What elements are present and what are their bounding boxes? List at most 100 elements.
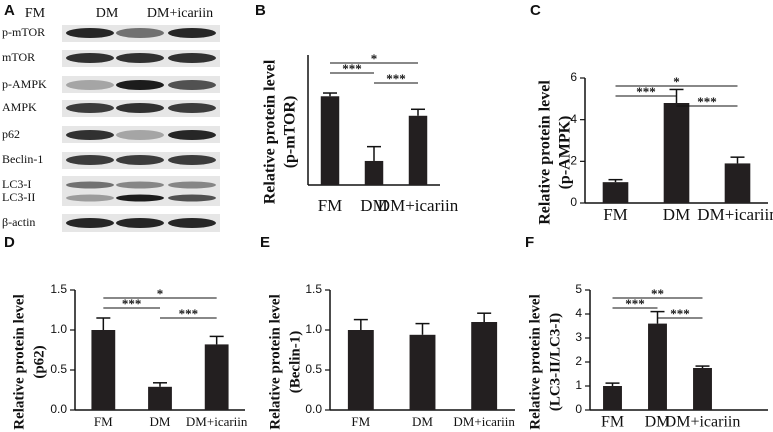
y-tick-label: 6 [570, 70, 577, 84]
row-label: p62 [2, 127, 20, 141]
band [168, 181, 216, 189]
row-label: mTOR [2, 50, 35, 64]
band [66, 155, 114, 165]
y-axis-label: Relative protein level [537, 80, 554, 225]
band [116, 155, 164, 165]
x-tick-label: DM+icariin [453, 414, 515, 429]
row-label: β-actin [2, 215, 35, 229]
band [116, 181, 164, 189]
y-tick-label: 1.0 [305, 322, 322, 336]
significance-label: * [371, 51, 378, 66]
bar [409, 334, 436, 410]
y-axis-label: (Beclin-1) [287, 331, 303, 393]
panel-letter: F [525, 234, 534, 251]
row-label: p-AMPK [2, 77, 47, 91]
band [66, 80, 114, 90]
x-tick-label: FM [318, 196, 343, 215]
row-label: AMPK [2, 100, 37, 114]
significance-label: *** [179, 306, 199, 321]
bar [408, 115, 428, 185]
lane-label: DM [96, 6, 119, 21]
y-axis-label: Relative protein level [267, 294, 283, 430]
band [168, 28, 216, 38]
significance-label: *** [670, 306, 690, 321]
x-tick-label: FM [601, 414, 624, 431]
x-tick-label: DM+icariin [697, 205, 773, 224]
y-axis-label: Relative protein level [11, 294, 27, 430]
bar [724, 163, 751, 203]
y-tick-label: 5 [575, 282, 582, 296]
band [168, 80, 216, 90]
panel-letter: B [255, 2, 266, 19]
bar [204, 344, 229, 410]
bar [364, 160, 384, 185]
band [66, 28, 114, 38]
bar [648, 323, 667, 410]
band [116, 218, 164, 228]
panel-letter: C [530, 2, 541, 19]
y-axis-label: (LC3-II/LC3-I) [547, 313, 563, 411]
bar [663, 103, 690, 203]
bar [471, 322, 498, 410]
band [116, 28, 164, 38]
y-axis-label: (p62) [31, 345, 47, 378]
bar [347, 330, 374, 410]
x-tick-label: FM [351, 414, 370, 429]
band [66, 103, 114, 113]
significance-label: *** [697, 94, 717, 109]
bar [602, 182, 629, 203]
band [116, 80, 164, 90]
y-tick-label: 1.5 [305, 282, 322, 296]
significance-label: *** [625, 296, 645, 311]
y-tick-label: 1.0 [50, 322, 67, 336]
y-tick-label: 2 [575, 354, 582, 368]
band [116, 194, 164, 202]
x-tick-label: DM+icariin [186, 414, 248, 429]
row-label: Beclin-1 [2, 152, 43, 166]
row-label: LC3-I [2, 177, 31, 191]
lane-label: FM [25, 6, 46, 21]
x-tick-label: FM [94, 414, 113, 429]
band [116, 53, 164, 63]
band [168, 103, 216, 113]
row-label: LC3-II [2, 190, 35, 204]
bar [693, 368, 712, 410]
y-tick-label: 4 [570, 112, 577, 126]
band [116, 130, 164, 140]
y-tick-label: 0.5 [50, 362, 67, 376]
band [116, 103, 164, 113]
band [168, 194, 216, 202]
y-axis-label: (p-AMPK) [557, 116, 574, 190]
y-axis-label: Relative protein level [262, 59, 279, 204]
y-tick-label: 3 [575, 330, 582, 344]
x-tick-label: DM [412, 414, 433, 429]
bar [603, 386, 622, 410]
significance-label: *** [636, 84, 656, 99]
y-tick-label: 1.5 [50, 282, 67, 296]
row-label: p-mTOR [2, 25, 45, 39]
x-tick-label: DM [645, 414, 671, 431]
x-tick-label: DM [150, 414, 171, 429]
band [66, 194, 114, 202]
y-tick-label: 0 [575, 402, 582, 416]
y-tick-label: 4 [575, 306, 582, 320]
band [66, 130, 114, 140]
blot-strip [62, 176, 220, 206]
y-tick-label: 0 [570, 195, 577, 209]
band [168, 155, 216, 165]
y-tick-label: 0.0 [305, 402, 322, 416]
x-tick-label: DM+icariin [665, 414, 741, 431]
significance-label: * [673, 74, 680, 89]
bar [320, 96, 340, 185]
band [66, 181, 114, 189]
y-axis-label: (p-mTOR) [282, 96, 299, 169]
x-tick-label: FM [603, 205, 628, 224]
y-tick-label: 0.5 [305, 362, 322, 376]
band [66, 53, 114, 63]
band [168, 130, 216, 140]
x-tick-label: DM+icariin [378, 196, 459, 215]
x-tick-label: DM [663, 205, 690, 224]
y-tick-label: 1 [575, 378, 582, 392]
y-axis-label: Relative protein level [527, 294, 543, 430]
band [168, 53, 216, 63]
